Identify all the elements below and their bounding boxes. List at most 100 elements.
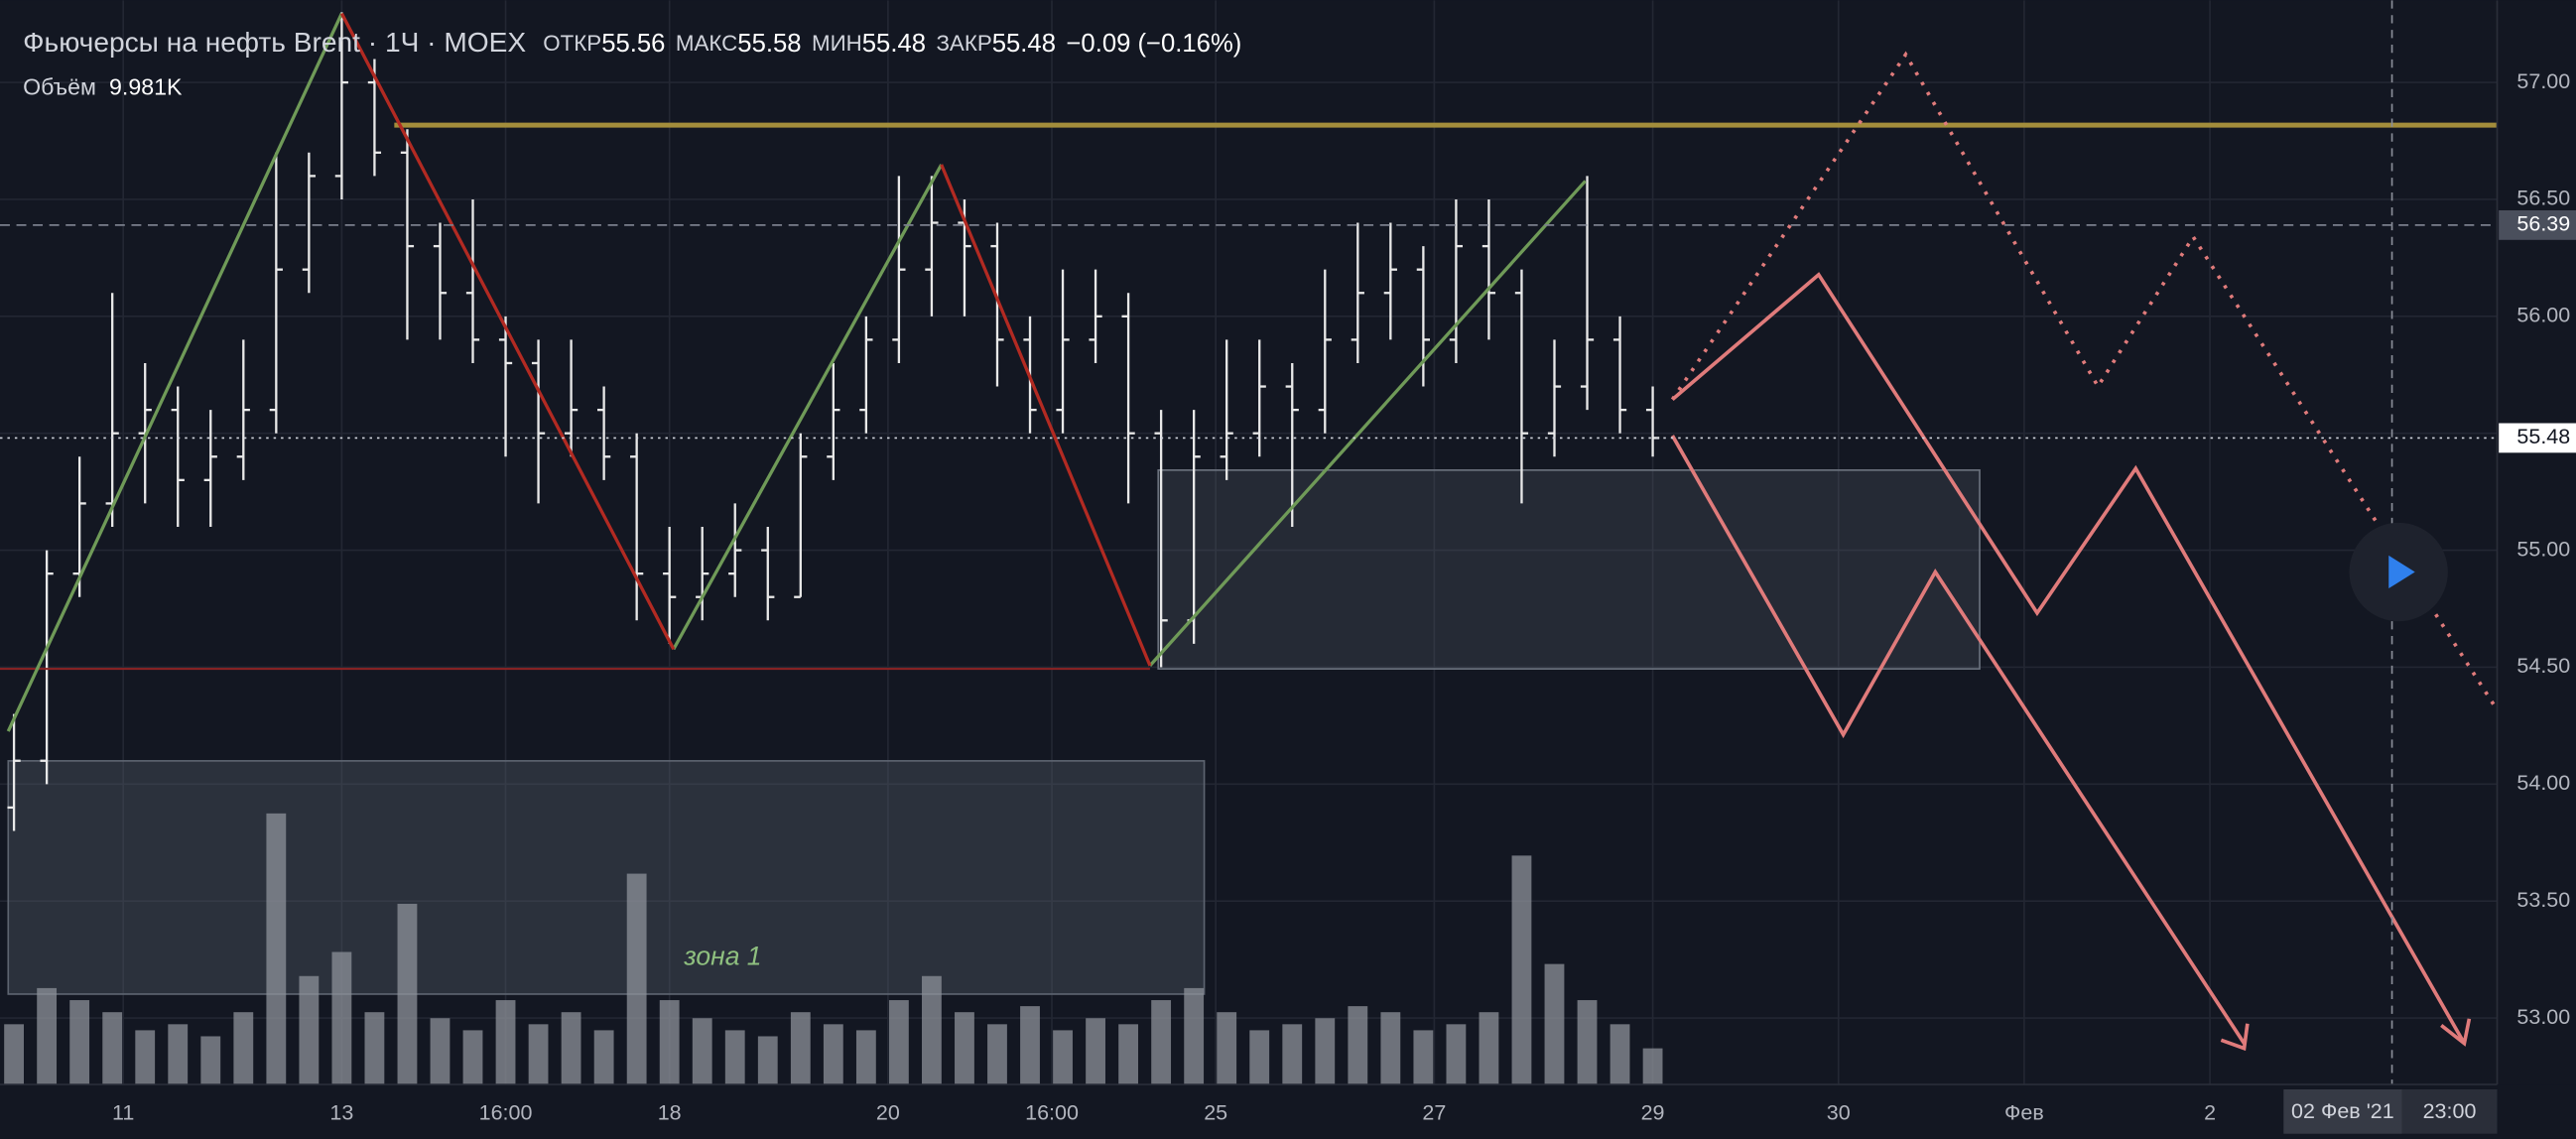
volume-bar	[4, 1024, 25, 1085]
volume-bar	[692, 1018, 712, 1085]
price-badge	[2499, 423, 2576, 453]
arrow-head	[2440, 1018, 2472, 1047]
volume-bar	[331, 951, 352, 1085]
trend-up	[672, 164, 944, 651]
x-tick-label: 18	[658, 1101, 682, 1125]
x-tick-label: Фев	[2004, 1101, 2044, 1125]
volume-bar	[135, 1030, 156, 1085]
replay-icon[interactable]	[2388, 555, 2415, 589]
trend-up	[6, 12, 343, 732]
volume-bar	[823, 1024, 843, 1085]
volume-bar	[724, 1030, 745, 1085]
drawings	[0, 0, 2500, 1085]
y-tick-label: 57.00	[2516, 69, 2570, 93]
x-tick-label: 16:00	[1025, 1101, 1079, 1125]
price-axis	[2497, 0, 2576, 1139]
volume-bar	[102, 1012, 123, 1085]
close-value: 55.48	[992, 30, 1056, 58]
volume-bar	[757, 1036, 778, 1085]
y-tick-label: 55.00	[2516, 537, 2570, 561]
low-value: 55.48	[862, 30, 926, 58]
grid	[0, 0, 2498, 1085]
volume-bar	[266, 813, 287, 1085]
volume-bar	[495, 1000, 516, 1085]
x-tick-label: 11	[112, 1101, 134, 1125]
volume-bar	[855, 1030, 876, 1085]
volume-bar	[1479, 1012, 1499, 1085]
volume-bar	[1249, 1030, 1270, 1085]
volume-bar	[1380, 1012, 1401, 1085]
high-value: 55.58	[737, 30, 801, 58]
x-tick-label: 27	[1422, 1101, 1446, 1125]
projection	[1670, 435, 2247, 1045]
volume-bar	[364, 1012, 385, 1085]
volume-bar	[626, 873, 647, 1085]
crosshair-date-box	[2283, 1089, 2402, 1134]
volume-bar	[888, 1000, 909, 1085]
projection-dotted	[1670, 51, 2500, 711]
volume-bar	[561, 1012, 581, 1085]
y-tick-label: 54.50	[2516, 654, 2570, 678]
x-tick-label: 25	[1204, 1101, 1227, 1125]
crosshair-date: 02 Фев '21	[2291, 1099, 2394, 1123]
volume-bar	[955, 1012, 974, 1085]
price-badge-label: 56.39	[2516, 212, 2570, 236]
projection	[1671, 272, 2466, 1045]
legend: Фьючерсы на нефть Brent · 1Ч · MOEX ОТКР…	[23, 27, 1241, 58]
symbol-title: Фьючерсы на нефть Brent · 1Ч · MOEX	[23, 27, 526, 58]
volume-bar	[430, 1018, 451, 1085]
volume-bar	[397, 903, 418, 1085]
change: −0.09 (−0.16%)	[1066, 30, 1241, 58]
trend-up	[1148, 180, 1587, 667]
crosshair-time: 23:00	[2423, 1099, 2477, 1123]
volume-legend: Объём 9.981K	[23, 74, 183, 100]
volume-bar	[593, 1030, 614, 1085]
volume-bar	[1642, 1048, 1663, 1085]
y-tick-label: 56.00	[2516, 304, 2570, 327]
volume-bar	[1217, 1012, 1237, 1085]
volume-bar	[1151, 1000, 1172, 1085]
volume-bar	[922, 975, 942, 1085]
volume-bar	[1315, 1018, 1336, 1085]
trend-down	[339, 12, 676, 651]
open-label: ОТКР	[543, 31, 601, 56]
high-label: МАКС	[676, 31, 737, 56]
volume-label: Объём	[23, 74, 96, 100]
zones	[7, 469, 1981, 995]
open-value: 55.56	[601, 30, 665, 58]
volume-bar	[1118, 1024, 1139, 1085]
x-tick-label: 29	[1641, 1101, 1665, 1125]
volume-bar	[200, 1036, 221, 1085]
price-lines	[0, 224, 2498, 440]
replay-button[interactable]	[2349, 522, 2448, 622]
crosshair-time-box	[2401, 1089, 2498, 1134]
x-tick-label: 20	[876, 1101, 900, 1125]
axis-labels: 53.0053.5054.0054.5055.0055.5056.0056.50…	[112, 69, 2576, 1125]
range-box	[1157, 469, 1981, 670]
price-badge-label: 55.48	[2516, 425, 2570, 448]
volume-bar	[1086, 1018, 1105, 1085]
volume-value: 9.981K	[109, 74, 183, 100]
volume-bar	[1348, 1006, 1368, 1085]
close-label: ЗАКР	[936, 31, 991, 56]
volume-bar	[1053, 1030, 1073, 1085]
volume-bar	[168, 1024, 189, 1085]
volume-bar	[233, 1012, 254, 1085]
volume-bar	[1610, 1024, 1630, 1085]
y-tick-label: 54.00	[2516, 771, 2570, 795]
x-tick-label: 30	[1827, 1101, 1851, 1125]
volume-bar	[528, 1024, 549, 1085]
volume-bar	[1184, 987, 1205, 1085]
x-tick-label: 2	[2204, 1101, 2216, 1125]
volume-bar	[37, 987, 58, 1085]
x-tick-label: 16:00	[479, 1101, 533, 1125]
volume-bar	[1282, 1024, 1303, 1085]
time-axis	[0, 1084, 2576, 1139]
y-tick-label: 56.50	[2516, 187, 2570, 210]
y-tick-label: 53.50	[2516, 888, 2570, 912]
trend-down	[940, 164, 1152, 667]
low-label: МИН	[812, 31, 862, 56]
